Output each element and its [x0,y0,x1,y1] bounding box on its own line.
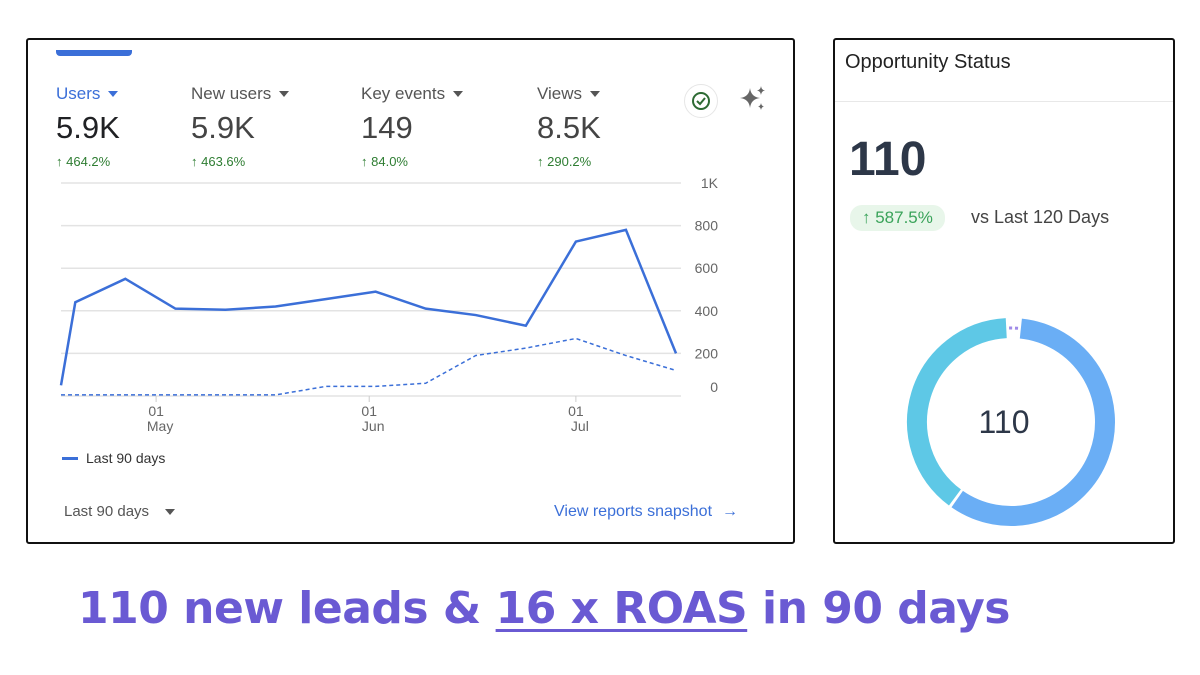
metric-value: 8.5K [537,110,601,145]
roas-highlight: 16 x ROAS [495,583,748,634]
y-tick-label: 0 [710,379,718,395]
dropdown-caret-icon [108,91,119,97]
metric-label: Views [537,84,583,103]
metric-label: New users [191,84,272,103]
opportunity-count: 110 [849,133,927,186]
check-circle-button[interactable] [684,84,718,118]
card-title: Opportunity Status [845,51,1011,73]
opportunity-status-card: Opportunity Status 110 ↑ 587.5% vs Last … [833,38,1175,544]
active-tab-indicator [56,50,132,56]
y-tick-label: 400 [695,303,719,319]
metric-change: ↑ 463.6% [191,154,246,169]
metric-new-users[interactable]: New users 5.9K ↑ 463.6% [191,84,290,169]
metric-value: 5.9K [191,110,255,145]
metric-change: ↑ 84.0% [361,154,408,169]
x-tick-day: 01 [568,403,584,419]
dropdown-caret-icon [279,91,290,97]
y-tick-label: 800 [695,218,719,234]
metric-label: Key events [361,84,446,103]
sparkle-insights-button[interactable] [738,84,768,121]
x-tick-day: 01 [148,403,164,419]
donut-chart [907,318,1115,526]
chart-legend: Last 90 days [62,450,165,466]
metric-key-events[interactable]: Key events 149 ↑ 84.0% [361,84,464,169]
sparkle-icon [740,86,765,110]
date-range-dropdown[interactable]: Last 90 days [64,503,176,520]
metric-value: 5.9K [56,110,120,145]
series-line-solid [59,228,678,386]
metric-label: Users [56,84,101,103]
x-tick-month: May [147,418,173,434]
arrow-right-icon: → [722,503,739,520]
legend-label: Last 90 days [86,450,166,466]
x-tick-month: Jun [362,418,385,434]
series-line-dashed [61,337,677,396]
dropdown-caret-icon [590,91,601,97]
dropdown-caret-icon [453,91,464,97]
y-tick-label: 200 [695,345,719,361]
headline: 110 new leads & 16 x ROAS in 90 days [78,583,1010,634]
metric-users[interactable]: Users 5.9K ↑ 464.2% [56,84,120,169]
change-badge: ↑ 587.5% [850,205,945,231]
y-tick-label: 1K [701,175,719,191]
dropdown-caret-icon [165,508,176,515]
link-label: View reports snapshot [554,503,713,520]
comparison-label: vs Last 120 Days [971,207,1110,227]
analytics-card: Users 5.9K ↑ 464.2% New users 5.9K ↑ 463… [26,38,795,544]
metric-change: ↑ 464.2% [56,154,111,169]
x-tick-month: Jul [571,418,589,434]
y-tick-label: 600 [695,260,719,276]
x-tick-day: 01 [361,403,377,419]
donut-segment [951,318,1115,526]
metric-change: ↑ 290.2% [537,154,592,169]
donut-segment [907,318,1007,506]
metric-value: 149 [361,110,413,145]
divider [835,101,1173,102]
metric-views[interactable]: Views 8.5K ↑ 290.2% [537,84,601,169]
date-range-label: Last 90 days [64,503,150,520]
view-reports-snapshot-link[interactable]: View reports snapshot → [554,503,738,521]
donut-center-value: 110 [978,404,1030,440]
check-circle-icon [692,92,710,110]
legend-swatch [62,456,78,460]
